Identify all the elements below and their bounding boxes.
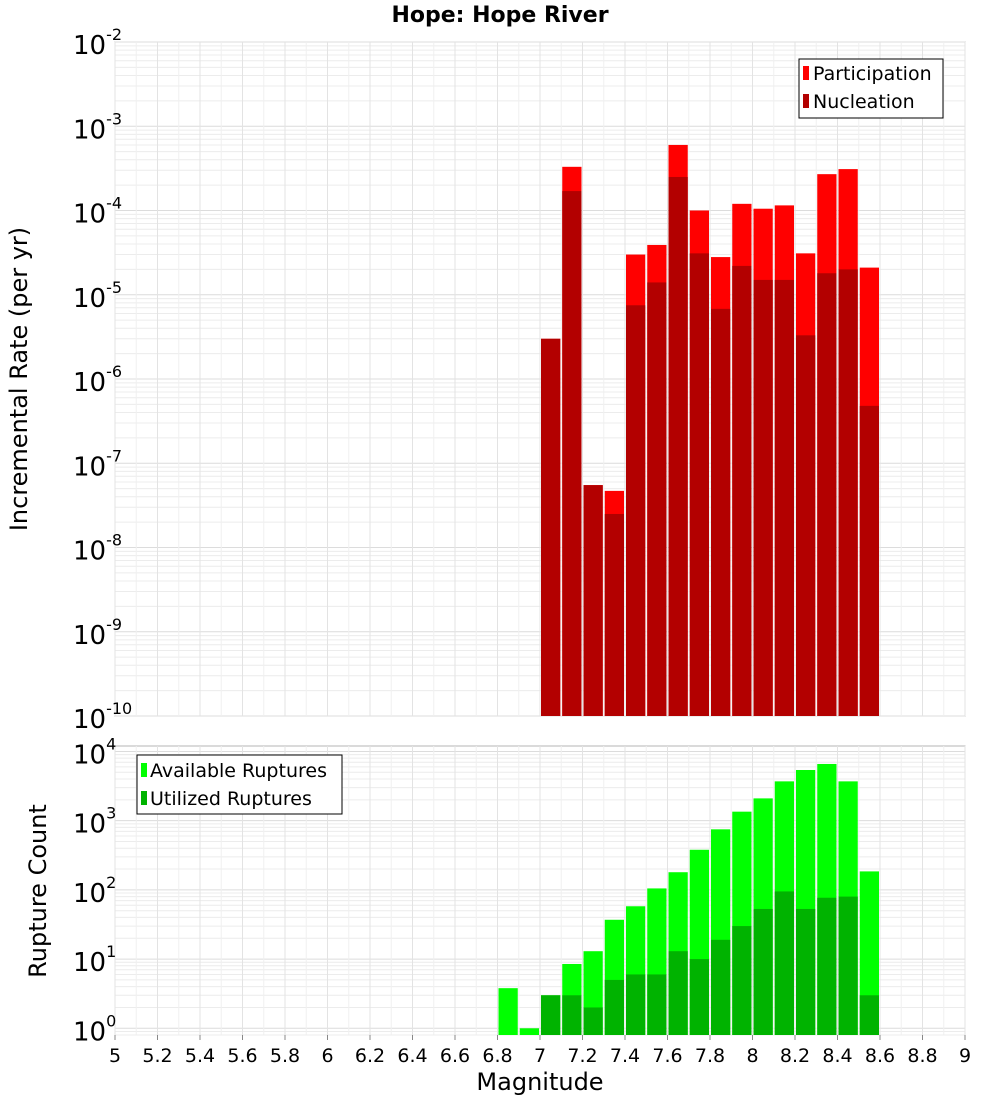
utilized-ruptures-bar (817, 897, 837, 1035)
nucleation-bar (689, 253, 709, 716)
rate-y-ticks: 10-10 10-9 10-8 10-7 10-6 10-5 10-4 10-3 10-2 (73, 25, 132, 735)
x-tick-label: 8.8 (907, 1045, 937, 1067)
utilized-ruptures-bar (604, 979, 624, 1035)
y-tick-label: 10-10 (73, 699, 132, 735)
available-legend-label: Available Ruptures (150, 760, 327, 782)
utilized-ruptures-bar (668, 951, 688, 1035)
x-tick-label: 6.4 (397, 1045, 427, 1067)
x-tick-label: 6.6 (440, 1045, 470, 1067)
x-tick-label: 7.4 (610, 1045, 640, 1067)
chart-title: Hope: Hope River (391, 3, 608, 28)
x-tick-label: 7.6 (652, 1045, 682, 1067)
x-tick-label: 7.2 (567, 1045, 597, 1067)
nucleation-legend-label: Nucleation (813, 91, 915, 113)
nucleation-bar (604, 513, 624, 716)
y-tick-label: 10-6 (73, 362, 122, 398)
utilized-ruptures-bar (753, 908, 773, 1035)
utilized-ruptures-bar (711, 939, 731, 1035)
y-tick-label: 10-4 (73, 194, 122, 230)
y-tick-label: 104 (73, 734, 116, 770)
nucleation-legend-swatch (803, 94, 809, 108)
y-tick-label: 10-7 (73, 446, 122, 482)
x-tick-label: 5 (109, 1045, 121, 1067)
x-tick-label: 7.8 (695, 1045, 725, 1067)
count-legend-box (136, 754, 343, 815)
available-ruptures-bar (519, 1028, 539, 1035)
available-ruptures-bar (859, 871, 879, 1035)
utilized-ruptures-bar (647, 974, 667, 1035)
nucleation-bar (817, 273, 837, 716)
x-tick-label: 8.6 (865, 1045, 895, 1067)
y-tick-label: 10-9 (73, 615, 122, 651)
available-ruptures-bar (498, 988, 518, 1035)
nucleation-bar (541, 338, 561, 716)
nucleation-bar (668, 176, 688, 716)
x-tick-label: 7 (534, 1045, 546, 1067)
x-tick-label: 6.8 (482, 1045, 512, 1067)
utilized-ruptures-bar (562, 995, 582, 1035)
utilized-ruptures-bar (689, 959, 709, 1035)
utilized-ruptures-bar (774, 891, 794, 1035)
rate-y-axis-label: Incremental Rate (per yr) (5, 227, 33, 531)
x-tick-label: 6 (321, 1045, 333, 1067)
rate-grid (114, 41, 966, 717)
rate-legend: Participation Nucleation (798, 58, 944, 119)
x-tick-label: 8 (746, 1045, 758, 1067)
rate-plot: 10-10 10-9 10-8 10-7 10-6 10-5 10-4 10-3 10-2 In… (5, 25, 966, 735)
nucleation-bar (732, 265, 752, 716)
utilized-ruptures-bar (541, 995, 561, 1035)
y-tick-label: 10-8 (73, 531, 122, 567)
count-bars (498, 763, 879, 1035)
utilized-ruptures-bar (583, 1007, 603, 1035)
x-tick-label: 8.2 (780, 1045, 810, 1067)
utilized-ruptures-bar (838, 896, 858, 1035)
count-plot: 100 101 102 103 104 5 5.2 5.4 5.6 5.8 6 6.2 6.4 6.6 6… (24, 734, 971, 1096)
y-tick-label: 102 (73, 873, 116, 909)
count-y-axis-label: Rupture Count (24, 804, 52, 978)
count-y-ticks: 100 101 102 103 104 (73, 734, 116, 1047)
nucleation-bar (838, 269, 858, 716)
nucleation-bar (562, 191, 582, 717)
utilized-legend-swatch (141, 791, 147, 805)
x-tick-label: 5.4 (185, 1045, 215, 1067)
x-tick-label: 5.2 (142, 1045, 172, 1067)
nucleation-bar (711, 308, 731, 716)
y-tick-label: 10-3 (73, 109, 122, 145)
y-tick-label: 10-5 (73, 278, 122, 314)
nucleation-bar (859, 405, 879, 716)
x-tick-label: 8.4 (822, 1045, 852, 1067)
utilized-ruptures-bar (859, 995, 879, 1035)
y-tick-label: 103 (73, 804, 116, 840)
x-axis-label: Magnitude (476, 1068, 603, 1096)
rate-bars (541, 144, 879, 717)
y-tick-label: 101 (73, 942, 116, 978)
nucleation-bar (753, 279, 773, 716)
utilized-ruptures-bar (626, 974, 646, 1035)
participation-legend-swatch (803, 66, 809, 80)
utilized-legend-label: Utilized Ruptures (150, 788, 312, 810)
rate-legend-box (798, 58, 944, 119)
available-legend-swatch (141, 763, 147, 777)
nucleation-bar (583, 485, 603, 716)
x-tick-label: 5.6 (227, 1045, 257, 1067)
utilized-ruptures-bar (796, 908, 816, 1035)
nucleation-bar (774, 279, 794, 716)
y-tick-label: 10-2 (73, 25, 122, 61)
x-tick-label: 6.2 (355, 1045, 385, 1067)
nucleation-bar (796, 335, 816, 716)
utilized-ruptures-bar (732, 926, 752, 1035)
x-tick-label: 9 (959, 1045, 971, 1067)
magnitude-x-ticks: 5 5.2 5.4 5.6 5.8 6 6.2 6.4 6.6 6.8 7 7.2 7.4 7.6 7.8 8… (109, 1035, 971, 1067)
y-tick-label: 100 (73, 1011, 116, 1047)
count-legend: Available Ruptures Utilized Ruptures (136, 754, 343, 815)
participation-legend-label: Participation (813, 63, 932, 85)
x-tick-label: 5.8 (270, 1045, 300, 1067)
nucleation-bar (647, 282, 667, 716)
nucleation-bar (626, 305, 646, 716)
